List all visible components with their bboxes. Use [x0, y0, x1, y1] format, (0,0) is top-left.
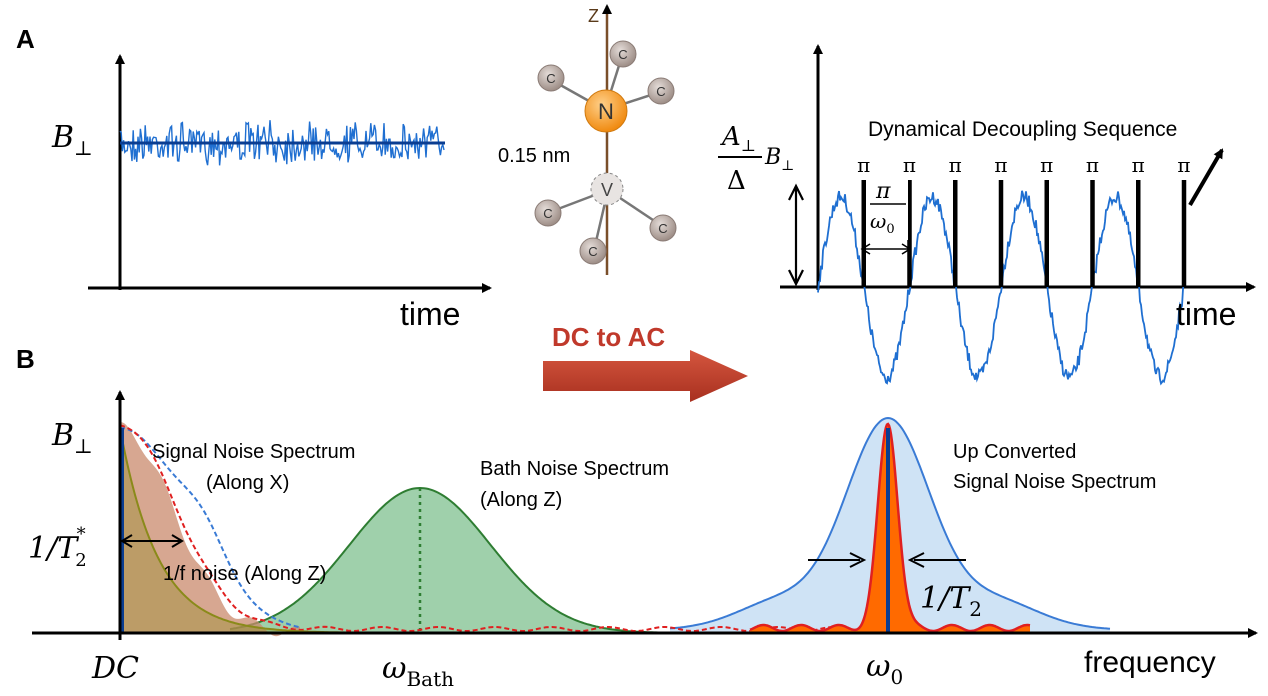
- spectra: [119, 416, 1111, 637]
- spectrum-plot: B⊥ 1/T2* Signal Noise Spectrum (Along X)…: [28, 390, 1258, 691]
- amplitude-double-arrow: [788, 183, 804, 287]
- bond-length-label: 0.15 nm: [498, 145, 570, 167]
- left-y-label: B⊥: [51, 120, 93, 160]
- svg-text:C: C: [618, 47, 627, 62]
- svg-text:π: π: [875, 179, 891, 204]
- onef-fill: [121, 433, 359, 633]
- pi-pulse-label: π: [1132, 153, 1145, 177]
- tick-dc: DC: [91, 651, 139, 686]
- svg-text:1/T2: 1/T2: [920, 581, 982, 621]
- b-y-label: B⊥: [51, 418, 93, 458]
- bath-label-1: Bath Noise Spectrum: [480, 458, 669, 480]
- svg-text:C: C: [543, 206, 552, 221]
- svg-text:C: C: [658, 221, 667, 236]
- t2-star-label: 1/T2*: [28, 524, 184, 571]
- signal-label-1: Signal Noise Spectrum: [152, 441, 355, 463]
- pi-pulse-label: π: [1040, 153, 1053, 177]
- tick-bath: ωBath: [382, 651, 454, 691]
- left-x-label: time: [400, 296, 460, 332]
- pi-pulse-label: π: [857, 153, 870, 177]
- svg-text:B⊥: B⊥: [764, 145, 794, 174]
- dc-noise-plot: B⊥ time: [51, 54, 492, 332]
- carbon-atom: C: [609, 40, 637, 68]
- sequence-arrow: [1188, 148, 1224, 207]
- svg-text:Δ: Δ: [727, 166, 746, 196]
- pi-pulse-label: π: [994, 153, 1007, 177]
- svg-text:C: C: [588, 244, 597, 259]
- svg-text:A⊥: A⊥: [720, 122, 756, 155]
- up-converted-curve: [669, 416, 1111, 630]
- vacancy-site: V: [590, 172, 624, 206]
- carbon-atom: C: [579, 237, 607, 265]
- signal-fill: [120, 422, 300, 637]
- carbon-atom: C: [537, 64, 565, 92]
- signal-envelope: [119, 427, 301, 629]
- svg-text:C: C: [546, 71, 555, 86]
- bath-curve: [229, 486, 690, 634]
- signal-label-2: (Along X): [206, 472, 289, 494]
- z-axis-label: Z: [588, 6, 599, 26]
- pi-pulse-label: π: [1086, 153, 1099, 177]
- svg-text:N: N: [598, 99, 614, 124]
- ac-signal-trace: [817, 190, 1185, 386]
- bath-label-2: (Along Z): [480, 489, 562, 511]
- pi-pulse-label: π: [949, 153, 962, 177]
- b-x-label: frequency: [1084, 646, 1216, 679]
- nitrogen-atom: N: [584, 89, 628, 133]
- carbon-atom: C: [649, 214, 677, 242]
- amplitude-label: A⊥ Δ B⊥: [718, 122, 794, 196]
- sequence-label: Dynamical Decoupling Sequence: [868, 118, 1177, 141]
- svg-text:V: V: [601, 180, 613, 200]
- carbon-atom: C: [647, 77, 675, 105]
- panel-b-label: B: [16, 344, 35, 374]
- panel-a-label: A: [16, 24, 35, 54]
- up-label-1: Up Converted: [953, 441, 1076, 463]
- svg-text:C: C: [656, 84, 665, 99]
- pulse-spacing-label: π ω0: [860, 178, 912, 255]
- right-x-label: time: [1176, 296, 1236, 332]
- dc-to-ac-label: DC to AC: [552, 322, 665, 352]
- svg-text:ω0: ω0: [870, 209, 895, 237]
- svg-text:1/T2*: 1/T2*: [28, 524, 87, 571]
- onef-label: 1/f noise (Along Z): [163, 563, 326, 585]
- t2-linewidth-marker: 1/T2: [808, 552, 982, 621]
- dc-to-ac-arrow: DC to AC: [543, 322, 748, 402]
- nv-center-molecule: Z C C C N V C C C 0.15 nm: [498, 4, 677, 275]
- bath-fill: [230, 488, 690, 633]
- pi-pulse-label: π: [903, 153, 916, 177]
- up-label-2: Signal Noise Spectrum: [953, 471, 1156, 493]
- pi-pulse-label: π: [1177, 153, 1190, 177]
- tick-w0: ω0: [866, 649, 903, 689]
- carbon-atom: C: [534, 199, 562, 227]
